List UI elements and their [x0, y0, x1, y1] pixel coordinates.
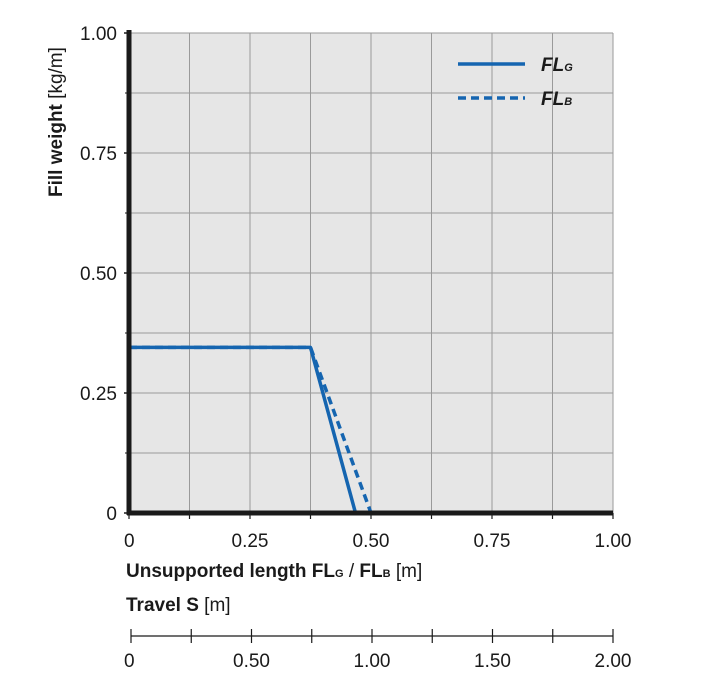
y-tick-label: 0.75: [80, 144, 117, 165]
legend-label-flb-main: FL: [541, 89, 564, 110]
x-axis-title-bold2: FL: [359, 561, 383, 582]
x-axis-title-unit: [m]: [391, 561, 423, 582]
legend-label-flb: FLB: [541, 89, 572, 110]
x-tick-label: 0.75: [474, 531, 511, 552]
x-axis-title-bold: Unsupported length FL: [126, 561, 335, 582]
x-axis-title: Unsupported length FLG / FLB [m]: [126, 561, 422, 582]
y-tick-label: 0: [106, 504, 117, 525]
x-tick-label: 0.50: [353, 531, 390, 552]
x2-axis-title: Travel S [m]: [126, 595, 231, 616]
x2-ticks: 0 0.50 1.00 1.50 2.00: [124, 629, 631, 672]
x2-axis-title-unit: [m]: [199, 595, 231, 616]
legend-label-flb-sub: B: [564, 96, 572, 108]
x-axis-title-sub1: G: [335, 568, 344, 580]
y-axis-title-unit: [kg/m]: [46, 47, 67, 104]
x-axis-title-mid: /: [344, 561, 360, 582]
x2-axis-title-bold: Travel S: [126, 595, 199, 616]
y-axis-title-bold: Fill weight: [46, 103, 67, 197]
grid: [129, 32, 614, 513]
x2-tick-label: 0.50: [233, 651, 270, 672]
series-line-flg: [129, 345, 358, 514]
y-tick-label: 0.50: [80, 264, 117, 285]
legend-label-flg-main: FL: [541, 55, 564, 76]
legend-label-flg-sub: G: [564, 62, 573, 74]
x2-tick-label: 0: [124, 651, 135, 672]
x-axis-title-sub2: B: [383, 568, 391, 580]
x-tick-label: 0.25: [232, 531, 269, 552]
legend-label-flg: FLG: [541, 55, 573, 76]
series-line-flb: [129, 345, 373, 514]
y-axis-title: Fill weight [kg/m]: [46, 47, 67, 197]
x-tick-label: 1.00: [595, 531, 632, 552]
series-layer: [129, 345, 373, 514]
x2-tick-label: 1.50: [474, 651, 511, 672]
x2-tick-label: 2.00: [595, 651, 632, 672]
x-tick-label: 0: [124, 531, 135, 552]
y-ticks: 0 0.25 0.50 0.75 1.00: [80, 24, 129, 525]
x2-tick-label: 1.00: [354, 651, 391, 672]
y-tick-label: 1.00: [80, 24, 117, 45]
x-ticks: 0 0.25 0.50 0.75 1.00: [124, 513, 631, 552]
legend: FLG FLB: [458, 55, 573, 110]
y-tick-label: 0.25: [80, 384, 117, 405]
